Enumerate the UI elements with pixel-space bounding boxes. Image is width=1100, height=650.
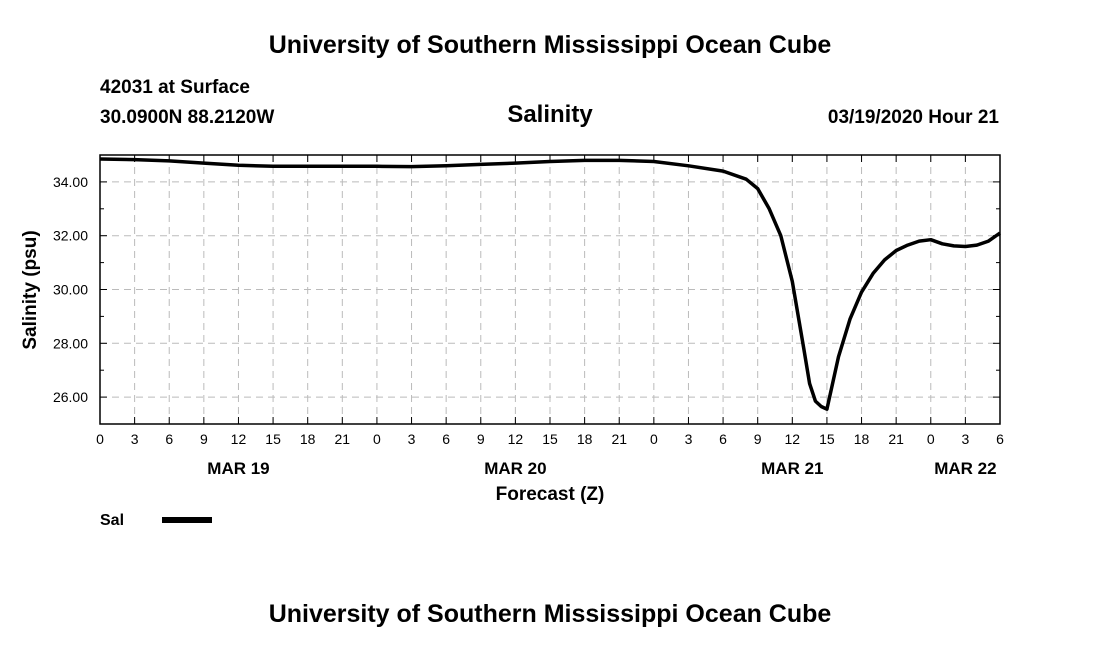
x-tick-label: 21	[611, 431, 627, 447]
x-tick-label: 12	[231, 431, 247, 447]
x-tick-label: 9	[200, 431, 208, 447]
series-line-sal	[99, 157, 1002, 411]
plot-frame	[99, 154, 1001, 425]
x-tick-label: 12	[508, 431, 524, 447]
y-tick-label: 34.00	[53, 174, 88, 190]
x-tick-label: 0	[650, 431, 658, 447]
series-layer	[99, 157, 1002, 411]
x-tick-label: 9	[477, 431, 485, 447]
x-tick-labels: 0 3 6 9 12 15 18 21 0 3 6 9 12 15 18 21 0 3 6 9 12 15 18 21 0 3 6	[96, 431, 1004, 447]
x-tick-label: 0	[96, 431, 104, 447]
x-tick-label: 3	[408, 431, 416, 447]
x-tick-label: 3	[685, 431, 693, 447]
legend: Sal	[100, 512, 212, 529]
x-tick-label: 3	[961, 431, 969, 447]
y-tick-label: 32.00	[53, 228, 88, 244]
station-label: 42031 at Surface	[100, 77, 250, 98]
x-axis-label: Forecast (Z)	[496, 484, 605, 505]
date-labels: MAR 19 MAR 20 MAR 21 MAR 22	[207, 459, 996, 478]
x-tick-label: 15	[819, 431, 835, 447]
date-label: MAR 20	[484, 459, 546, 478]
organization-title: University of Southern Mississippi Ocean…	[268, 31, 832, 59]
x-tick-label: 21	[335, 431, 351, 447]
y-tick-label: 30.00	[53, 282, 88, 298]
x-tick-label: 18	[300, 431, 316, 447]
y-axis-label: Salinity (psu)	[20, 230, 41, 349]
chart-title: Salinity	[507, 101, 593, 128]
x-tick-label: 18	[854, 431, 870, 447]
x-tick-label: 21	[888, 431, 904, 447]
coordinates-label: 30.0900N 88.2120W	[100, 107, 275, 128]
x-tick-label: 9	[754, 431, 762, 447]
x-tick-label: 6	[165, 431, 173, 447]
y-tick-label: 26.00	[53, 389, 88, 405]
x-tick-label: 0	[927, 431, 935, 447]
y-tick-labels: 26.00 28.00 30.00 32.00 34.00	[53, 174, 88, 405]
x-tick-label: 15	[265, 431, 281, 447]
x-tick-label: 3	[131, 431, 139, 447]
footer-organization-title: University of Southern Mississippi Ocean…	[268, 600, 832, 628]
x-tick-label: 12	[785, 431, 801, 447]
forecast-date-label: 03/19/2020 Hour 21	[827, 107, 999, 128]
x-tick-label: 6	[719, 431, 727, 447]
x-tick-label: 6	[442, 431, 450, 447]
x-tick-label: 6	[996, 431, 1004, 447]
date-label: MAR 19	[207, 459, 269, 478]
x-tick-label: 18	[577, 431, 593, 447]
legend-label-sal: Sal	[100, 512, 124, 529]
x-tick-label: 15	[542, 431, 558, 447]
x-tick-label: 0	[373, 431, 381, 447]
y-tick-label: 28.00	[53, 335, 88, 351]
date-label: MAR 21	[761, 459, 823, 478]
date-label: MAR 22	[934, 459, 996, 478]
